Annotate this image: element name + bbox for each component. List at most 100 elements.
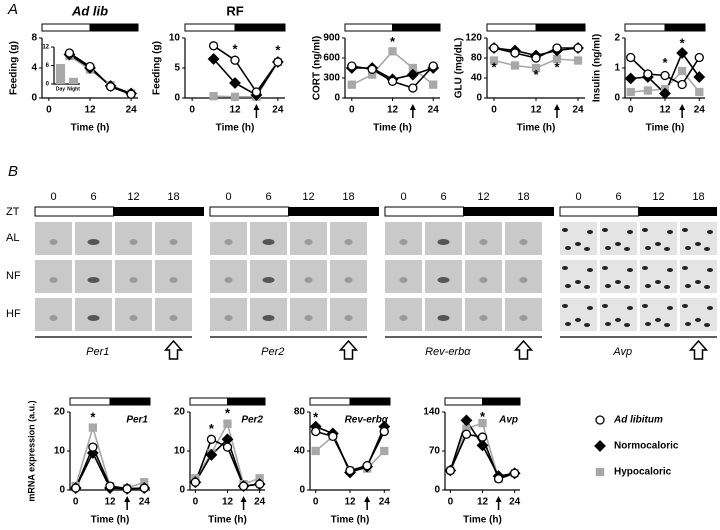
bar	[55, 63, 66, 84]
column-label: 18	[517, 191, 529, 203]
cell-stain	[645, 284, 651, 288]
dark-bar	[113, 207, 204, 216]
cell-stain	[87, 277, 100, 283]
column-label: 12	[652, 191, 664, 203]
y-tick-label: 2	[614, 33, 620, 44]
marker	[573, 43, 583, 53]
micrograph	[115, 222, 152, 255]
micrograph	[35, 298, 72, 331]
y-tick-label: 140	[423, 407, 440, 418]
x-tick-label: 0	[313, 497, 319, 508]
marker	[626, 52, 636, 63]
cell-stain	[667, 268, 673, 272]
marker	[379, 426, 389, 437]
marker	[595, 467, 605, 477]
marker	[205, 448, 218, 461]
micrograph	[75, 298, 112, 331]
marker	[71, 483, 81, 493]
dark-phase	[349, 397, 391, 406]
micrograph	[425, 222, 462, 255]
y-tick-label: 10	[174, 446, 186, 457]
cell-stain	[627, 268, 633, 272]
cell-stain	[575, 280, 581, 284]
column-label: 12	[302, 191, 314, 203]
cell-stain	[587, 306, 593, 310]
cell-stain	[695, 318, 701, 322]
cell-stain	[224, 239, 233, 245]
cell-stain	[49, 277, 58, 283]
marker	[209, 92, 218, 101]
gene-label: Rev-erbα	[425, 346, 471, 358]
cell-stain	[129, 277, 138, 283]
series-line	[315, 430, 386, 472]
cell-stain	[49, 239, 58, 245]
cell-stain	[479, 239, 488, 245]
x-tick-label: 12	[659, 105, 671, 116]
x-tick-label: 24	[126, 105, 138, 116]
cell-stain	[605, 284, 611, 288]
marker	[694, 52, 704, 63]
x-tick-label: Night	[67, 86, 80, 92]
marker	[643, 69, 653, 79]
annotation: *	[491, 59, 497, 74]
row-label: NF	[6, 270, 21, 282]
cell-stain	[519, 277, 528, 283]
x-tick-label: 12	[477, 497, 489, 508]
cell-stain	[562, 228, 568, 232]
marker	[509, 468, 520, 478]
series-line	[213, 61, 279, 98]
light-phase	[41, 23, 91, 32]
marker	[206, 434, 217, 444]
cell-stain	[344, 315, 353, 321]
chart-title: Ad lib	[71, 3, 108, 18]
annotation: *	[232, 41, 238, 56]
cell-stain	[565, 284, 571, 288]
micrograph	[640, 298, 677, 331]
cell-stain	[685, 284, 691, 288]
x-tick-label: 12	[84, 105, 96, 116]
dark-phase	[227, 397, 266, 406]
marker	[230, 55, 240, 65]
x-tick-label: 24	[694, 105, 706, 116]
cell-stain	[87, 315, 100, 321]
cell-stain	[169, 277, 178, 283]
marker	[489, 56, 499, 65]
y-tick-label: 20	[174, 407, 186, 418]
light-bar	[559, 206, 639, 217]
cell-stain	[704, 285, 710, 289]
y-tick-label: 1	[614, 63, 620, 74]
panel-label: B	[8, 163, 18, 180]
cell-stain	[575, 242, 581, 246]
micrograph	[640, 260, 677, 293]
chart-title: Rev-erbα	[345, 415, 389, 426]
y-axis-label: Insulin (ng/ml)	[592, 34, 603, 102]
row-label: AL	[6, 232, 19, 244]
arrow-head	[253, 104, 260, 110]
cell-stain	[645, 322, 651, 326]
micrograph	[600, 260, 637, 293]
x-tick-label: 12	[229, 105, 241, 116]
light-bar	[209, 206, 289, 217]
column-label: 6	[90, 191, 96, 203]
micrograph	[680, 260, 717, 293]
micrograph	[290, 298, 327, 331]
column-label: 18	[167, 191, 179, 203]
y-axis-label: Feeding (g)	[152, 41, 163, 95]
cell-stain	[605, 246, 611, 250]
micrograph	[680, 298, 717, 331]
x-tick-label: 12	[222, 497, 234, 508]
cell-stain	[129, 239, 138, 245]
cell-stain	[437, 315, 450, 321]
y-tick-label: 5	[174, 63, 180, 74]
cell-stain	[399, 277, 408, 283]
arrow-head	[679, 104, 686, 110]
marker	[328, 431, 338, 442]
marker	[122, 484, 132, 494]
cell-stain	[664, 285, 670, 289]
marker	[345, 465, 355, 476]
annotation: *	[680, 35, 686, 50]
cell-stain	[304, 277, 313, 283]
cell-stain	[344, 277, 353, 283]
cell-stain	[602, 304, 608, 308]
arrow-head	[364, 496, 371, 502]
